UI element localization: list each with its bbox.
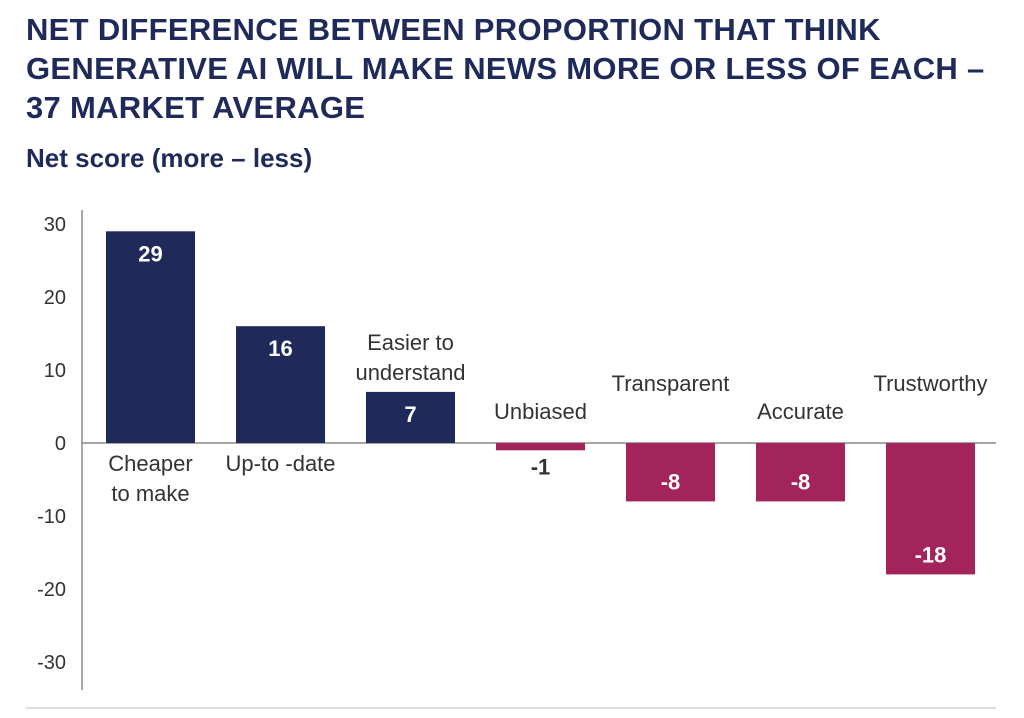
- bar-value-label: -8: [661, 469, 681, 494]
- category-label: to make: [111, 481, 189, 506]
- y-tick-label: -20: [37, 579, 66, 601]
- y-tick-label: 0: [55, 433, 66, 455]
- y-tick-label: 20: [44, 287, 66, 309]
- chart-subtitle: Net score (more – less): [26, 143, 313, 173]
- bar: [886, 443, 975, 575]
- category-label: Easier to: [367, 330, 454, 355]
- y-tick-label: 30: [44, 214, 66, 236]
- y-tick-label: 10: [44, 360, 66, 382]
- bar-value-label: -8: [791, 469, 811, 494]
- bar: [756, 443, 845, 502]
- bar: [366, 391, 455, 443]
- category-label: Unbiased: [494, 399, 587, 424]
- bar-value-label: 29: [138, 241, 162, 266]
- category-label: Transparent: [612, 371, 730, 396]
- chart-title: NET DIFFERENCE BETWEEN PROPORTION THAT T…: [26, 12, 985, 125]
- category-label: understand: [355, 360, 465, 385]
- category-label: Accurate: [757, 399, 844, 424]
- y-tick-label: -10: [37, 506, 66, 528]
- y-axis-ticks: 30 20 10 0 -10 -20 -30: [37, 214, 66, 674]
- category-labels: Cheaper to make Up-to -date Easier to unders…: [108, 330, 987, 506]
- bar: [626, 443, 715, 502]
- category-label: Cheaper: [108, 451, 192, 476]
- bar: [106, 231, 195, 443]
- bar-value-label: -1: [531, 454, 551, 479]
- bar-value-label: -18: [915, 542, 947, 567]
- bars: 29 16 7 -1 -8 -8 -18: [106, 231, 975, 575]
- bar-value-label: 7: [404, 402, 416, 427]
- y-tick-label: -30: [37, 652, 66, 674]
- bar: [236, 326, 325, 443]
- category-label: Trustworthy: [873, 371, 987, 396]
- bar-value-label: 16: [268, 336, 292, 361]
- bar: [496, 443, 585, 451]
- category-label: Up-to -date: [225, 451, 335, 476]
